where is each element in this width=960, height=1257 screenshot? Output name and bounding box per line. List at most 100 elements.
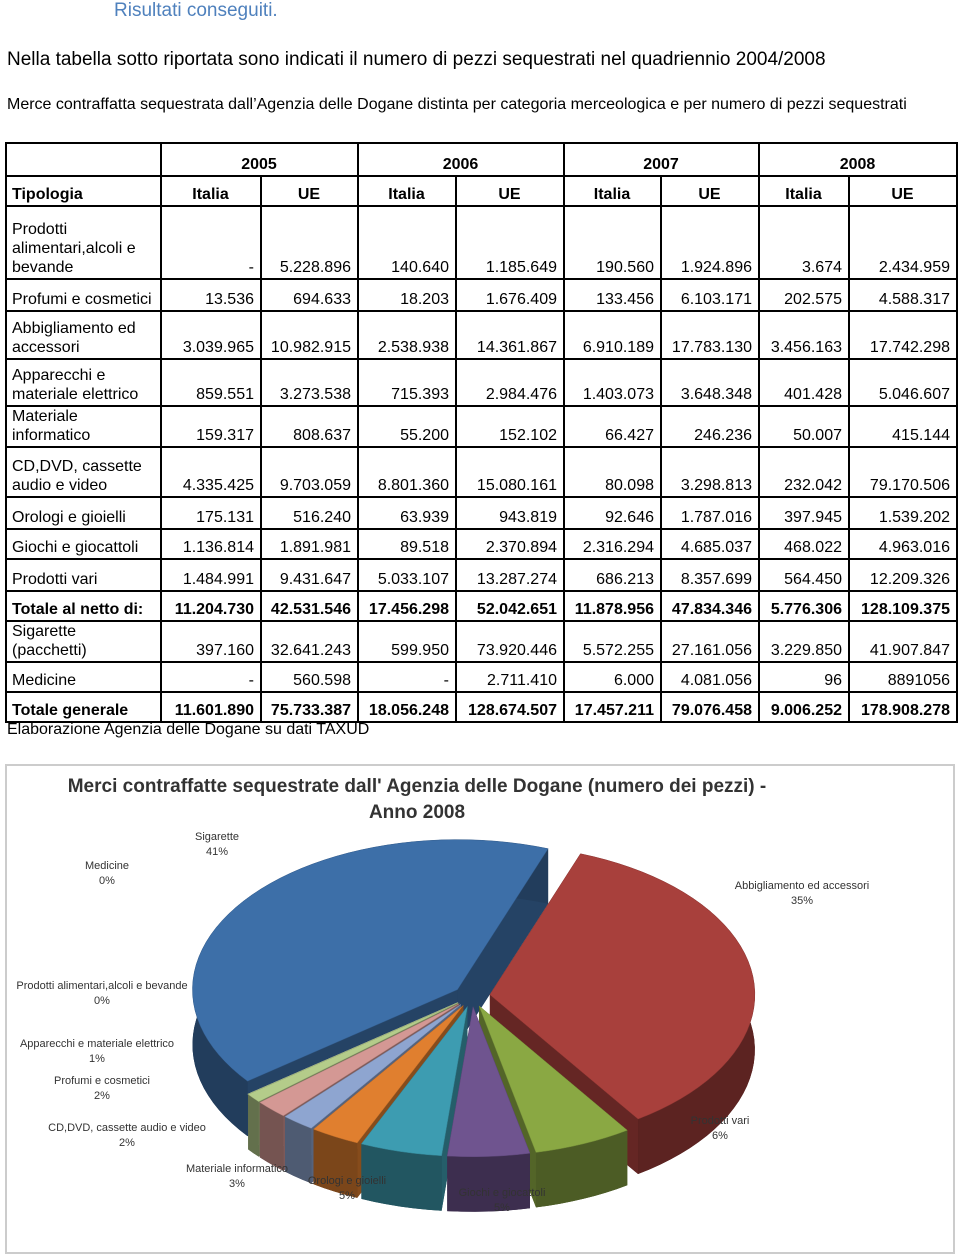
- slice-label: Profumi e cosmetici: [54, 1075, 150, 1087]
- table-row: Prodotti alimentari,alcoli e bevande -5.2…: [5, 205, 958, 280]
- chart-title: Merci contraffatte sequestrate dall' Age…: [67, 776, 767, 823]
- table-cell: Abbigliamento ed accessori: [5, 310, 162, 360]
- slice-label: Abbigliamento ed accessori: [735, 880, 870, 892]
- table-cell: 178.908.278: [848, 691, 958, 723]
- pie-slice-side: [259, 1102, 284, 1171]
- table-row: Materiale informatico 159.317 808.637 55.20…: [5, 405, 958, 448]
- table-cell: 3.039.965: [160, 310, 262, 360]
- table-cell: 2.434.959: [848, 205, 958, 280]
- table-cell: [5, 142, 162, 177]
- table-cell: 32.641.243: [260, 620, 359, 663]
- table-cell: 47.834.346: [660, 590, 760, 622]
- table-cell: Orologi e gioielli: [5, 496, 162, 530]
- table-cell: Materiale informatico: [5, 405, 162, 448]
- table-cell: 18.056.248: [357, 691, 457, 723]
- table-cell: 401.428: [758, 358, 850, 407]
- table-cell: 190.560: [563, 205, 662, 280]
- table-cell: 468.022: [758, 528, 850, 560]
- table-cell: 17.457.211: [563, 691, 662, 723]
- slice-value-label: 2%: [119, 1137, 135, 1149]
- intro: Nella tabella sotto riportata sono indic…: [7, 49, 826, 70]
- table-cell: 2.538.938: [357, 310, 457, 360]
- pie-slice: [446, 1005, 531, 1158]
- table-row: Totale generale 11.601.890 75.733.387 18.05…: [5, 691, 958, 723]
- table-cell: 694.633: [260, 278, 359, 312]
- table-cell: 2007: [563, 142, 760, 177]
- slice-value-label: 6%: [712, 1130, 728, 1142]
- table-row: Medicine -560.598-2.711.410 6.000 4.081.056…: [5, 661, 958, 693]
- table-cell: -: [160, 661, 262, 693]
- table-cell: 63.939: [357, 496, 457, 530]
- table-cell: 5.033.107: [357, 558, 457, 592]
- table-row: CD,DVD, cassette audio e video 4.335.425 9…: [5, 446, 958, 498]
- table-cell: Sigarette (pacchetti): [5, 620, 162, 663]
- table-cell: 96: [758, 661, 850, 693]
- table-cell: 159.317: [160, 405, 262, 448]
- slice-value-label: 0%: [99, 875, 115, 887]
- table-cell: UE: [848, 175, 958, 207]
- table-cell: 202.575: [758, 278, 850, 312]
- table-cell: 42.531.546: [260, 590, 359, 622]
- table-cell: 4.081.056: [660, 661, 760, 693]
- slice-label: Orologi e gioielli: [308, 1175, 386, 1187]
- table-cell: 11.204.730: [160, 590, 262, 622]
- table-cell: 808.637: [260, 405, 359, 448]
- pie-slice-side: [284, 1116, 312, 1184]
- table-cell: 8891056: [848, 661, 958, 693]
- table-cell: 80.098: [563, 446, 662, 498]
- pie-slice: [489, 853, 756, 1120]
- table-cell: 75.733.387: [260, 691, 359, 723]
- table-cell: 560.598: [260, 661, 359, 693]
- table-row: Abbigliamento ed accessori 3.039.965 10.98…: [5, 310, 958, 360]
- pie-slice-side: [361, 1143, 442, 1211]
- table-cell: 15.080.161: [455, 446, 565, 498]
- pie-slice: [313, 1005, 464, 1144]
- pie-slice: [284, 1004, 462, 1129]
- slice-value-label: 1%: [89, 1053, 105, 1065]
- table-cell: 79.076.458: [660, 691, 760, 723]
- table-cell: -: [160, 205, 262, 280]
- slice-label: Apparecchi e materiale elettrico: [20, 1038, 174, 1050]
- table-cell: Tipologia: [5, 175, 162, 207]
- table-cell: 12.209.326: [848, 558, 958, 592]
- table-cell: 128.109.375: [848, 590, 958, 622]
- pie-slice-side: [313, 1129, 358, 1198]
- chart: Abbigliamento ed accessori 35% Prodotti va…: [16, 831, 870, 1214]
- table-cell: 1.484.991: [160, 558, 262, 592]
- source-note: Elaborazione Agenzia delle Dogane su dat…: [7, 721, 370, 738]
- slice-value-label: 3%: [229, 1178, 245, 1190]
- table-cell: UE: [260, 175, 359, 207]
- table-cell: 9.431.647: [260, 558, 359, 592]
- table-row: Totale al netto di: 11.204.730 42.531.546 1…: [5, 590, 958, 622]
- table-cell: 3.674: [758, 205, 850, 280]
- table-cell: 1.185.649: [455, 205, 565, 280]
- table-cell: 5.572.255: [563, 620, 662, 663]
- slice-label: Materiale informatico: [186, 1163, 288, 1175]
- table-cell: 4.963.016: [848, 528, 958, 560]
- table-cell: 3.456.163: [758, 310, 850, 360]
- table-cell: Prodotti vari: [5, 558, 162, 592]
- table-cell: 4.685.037: [660, 528, 760, 560]
- table-cell: 6.910.189: [563, 310, 662, 360]
- table-cell: 686.213: [563, 558, 662, 592]
- table-cell: 2006: [357, 142, 565, 177]
- table-cell: 397.945: [758, 496, 850, 530]
- pie-slice: [478, 1005, 628, 1153]
- table-cell: 1.539.202: [848, 496, 958, 530]
- table-cell: -: [357, 661, 457, 693]
- table-cell: 2.370.894: [455, 528, 565, 560]
- table-cell: Apparecchi e materiale elettrico: [5, 358, 162, 407]
- table-row: Tipologia Italia UE Italia UE Italia UE Italia U…: [5, 175, 958, 207]
- table-cell: 9.703.059: [260, 446, 359, 498]
- table-cell: 17.456.298: [357, 590, 457, 622]
- table-cell: 5.046.607: [848, 358, 958, 407]
- table-row: Giochi e giocattoli 1.136.814 1.891.981 89.…: [5, 528, 958, 560]
- table-row: Sigarette (pacchetti) 397.160 32.641.243 59…: [5, 620, 958, 663]
- table-cell: 73.920.446: [455, 620, 565, 663]
- table-cell: 10.982.915: [260, 310, 359, 360]
- table-cell: 66.427: [563, 405, 662, 448]
- table-cell: 133.456: [563, 278, 662, 312]
- table-cell: 232.042: [758, 446, 850, 498]
- pie-slice: [247, 1002, 458, 1095]
- table-cell: 3.273.538: [260, 358, 359, 407]
